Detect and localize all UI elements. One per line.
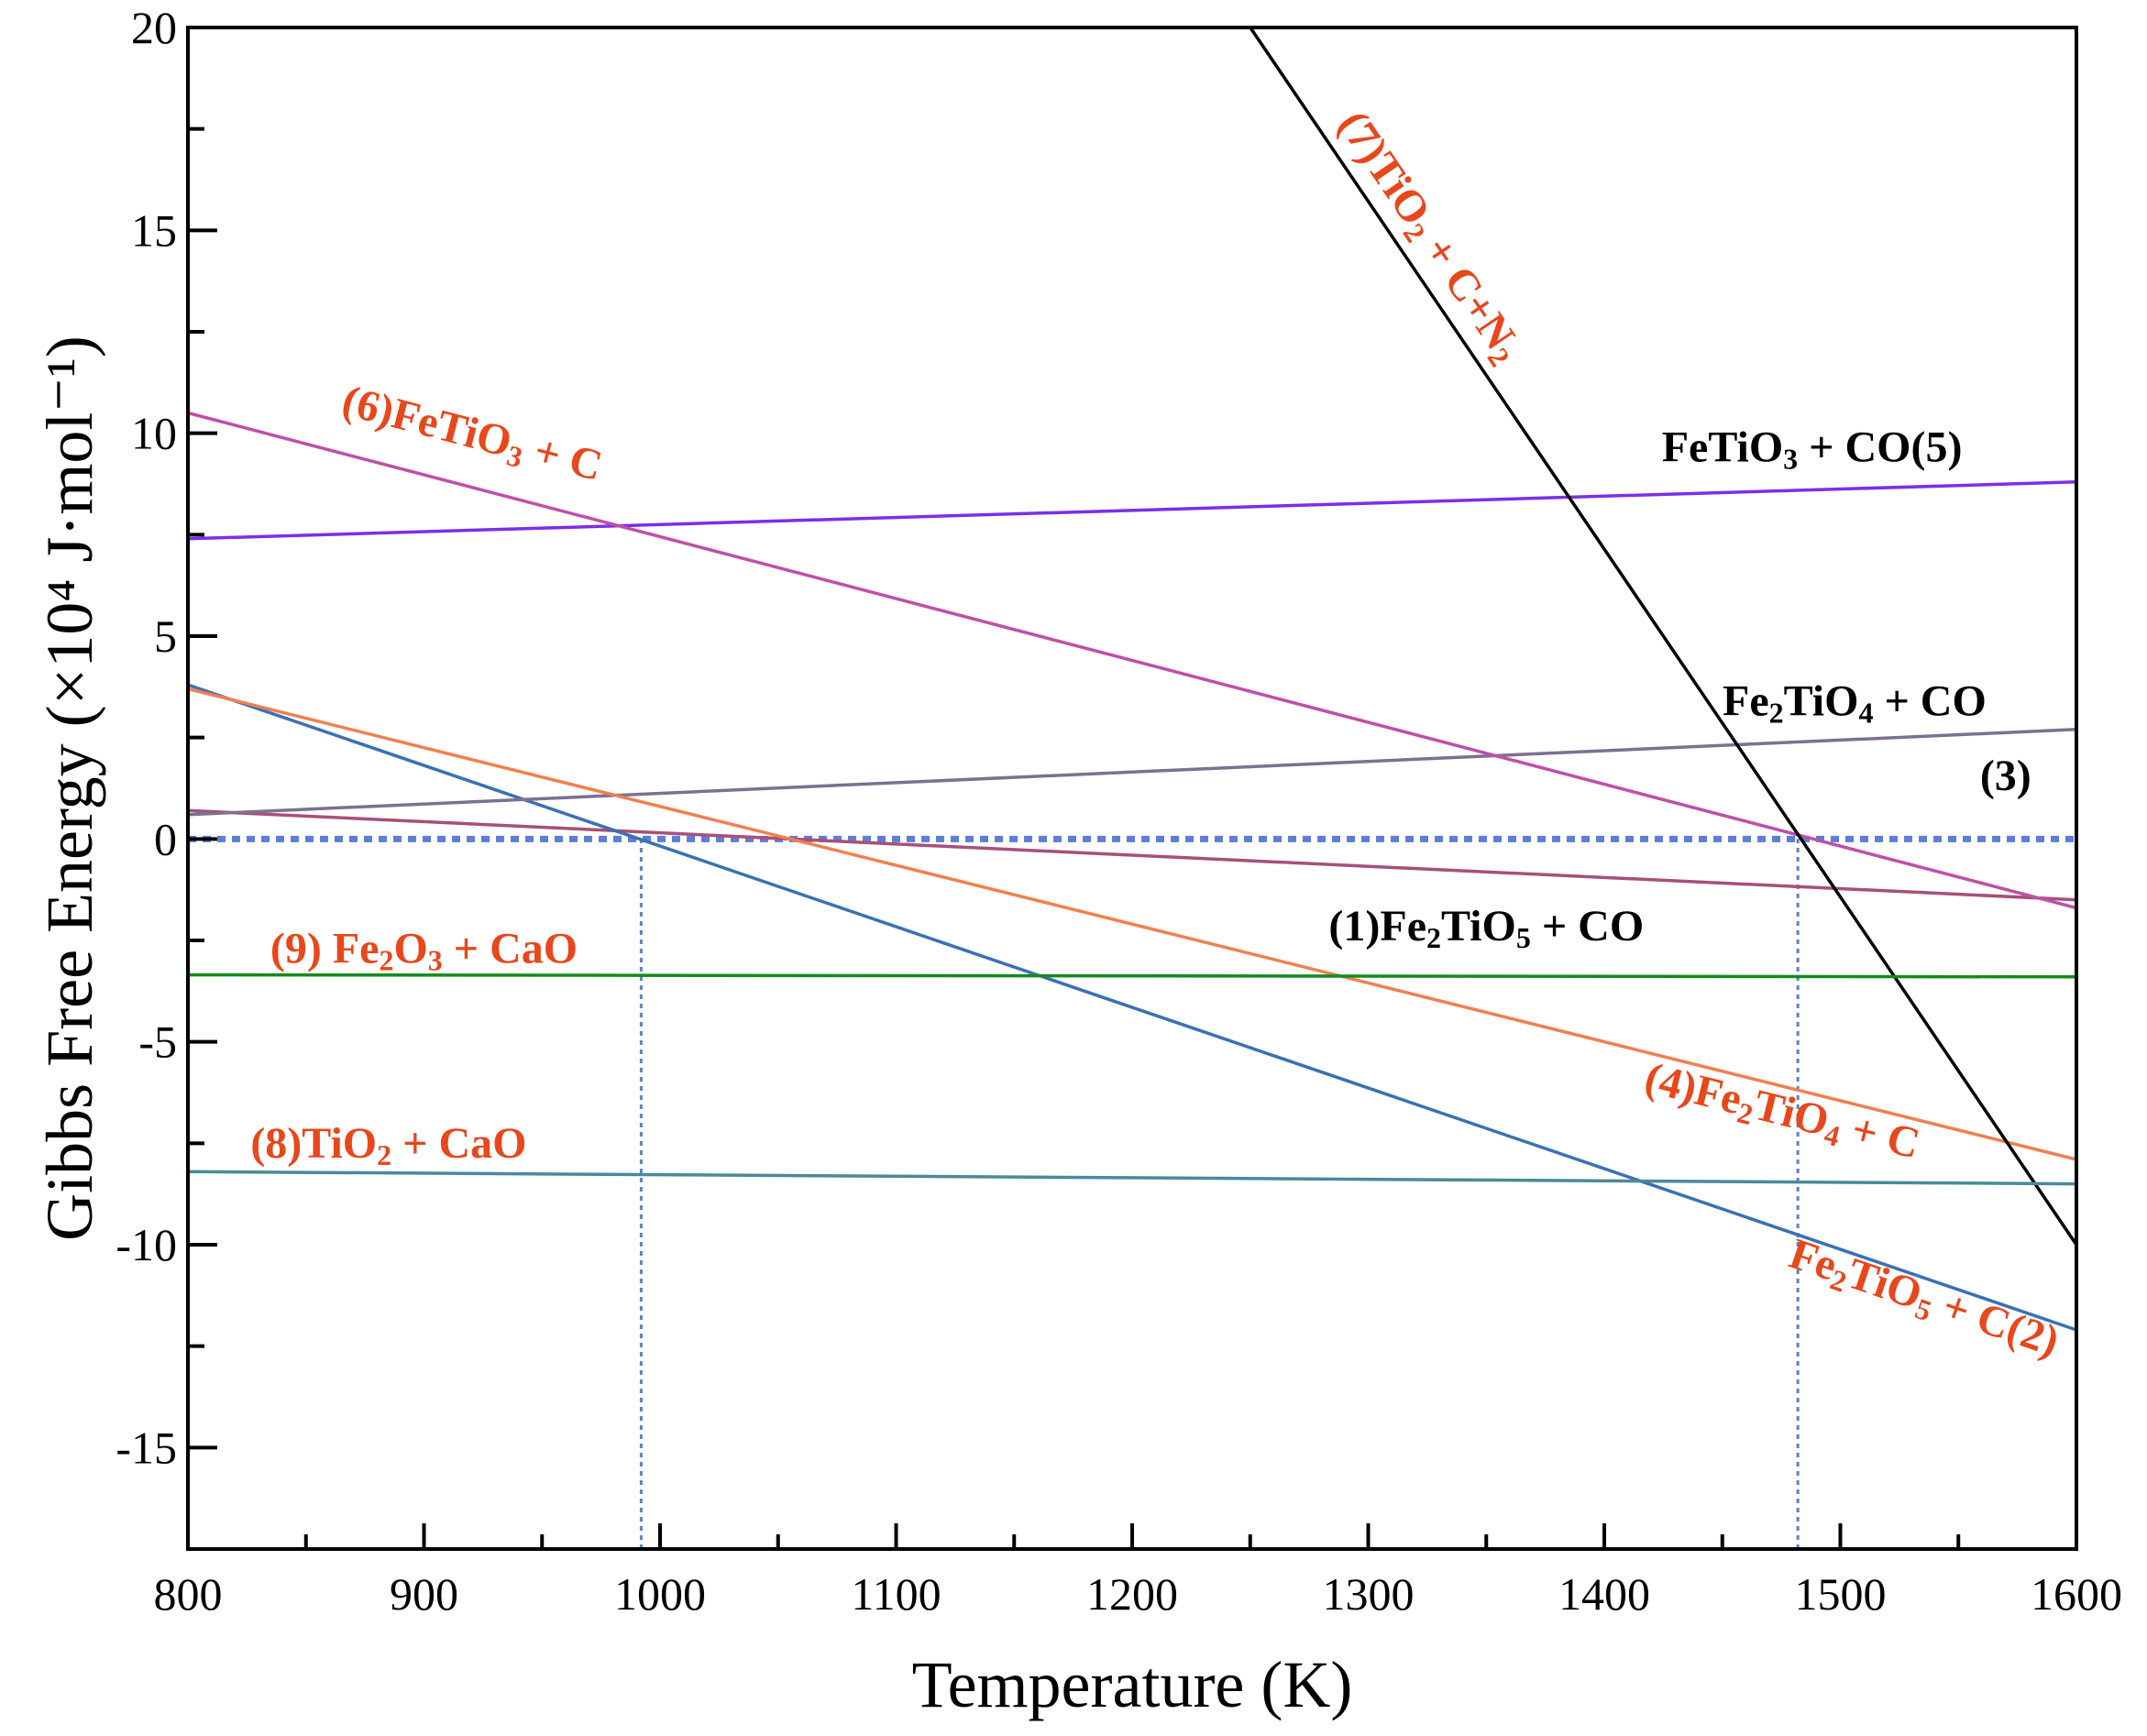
series-line-s9: [187, 972, 2077, 979]
series-label-s3: Fe2TiO4 + CO: [1723, 676, 1987, 729]
series-line-s6: [187, 411, 2077, 910]
x-tick-label: 800: [154, 1568, 223, 1620]
series-label-s8: (8)TiO2 + CaO: [250, 1119, 526, 1171]
series-line-s7: [1249, 27, 2078, 1246]
y-tick-label: 15: [131, 204, 177, 256]
series-line-s4: [187, 687, 2077, 1161]
x-tick-label: 1400: [1558, 1568, 1650, 1620]
y-tick-label: 5: [154, 610, 177, 662]
series-label-s4: (4)Fe2TiO4 + C: [1639, 1053, 1924, 1172]
y-tick-label: -15: [116, 1422, 177, 1473]
x-tick-label: 1000: [614, 1568, 706, 1620]
series-line-s1: [187, 808, 2077, 902]
y-tick-label: 20: [131, 2, 177, 53]
x-tick-label: 900: [390, 1568, 458, 1620]
reference-lines: [188, 835, 2076, 1549]
series-label-s5: FeTiO3 + CO(5): [1662, 423, 1963, 476]
y-tick-label: -10: [116, 1219, 177, 1270]
series-label-s1: (1)Fe2TiO5 + CO: [1328, 902, 1644, 954]
axis-ticks: 800 900 1000 1100 1200 1300 1400 1500 1600 20 15 10…: [116, 2, 2122, 1620]
series-label-s6: (6)FeTiO3 + C: [336, 376, 607, 494]
series-line-s3: [187, 728, 2077, 817]
series-line-s2: [187, 683, 2077, 1332]
x-axis-title: Temperature (K): [912, 1648, 1353, 1721]
series-labels: (7)TiO2 + C+N2 FeTiO3 + CO(5) (6)FeTiO3 + …: [250, 102, 2065, 1369]
series-label-s2: Fe2TiO5 + C(2): [1782, 1229, 2065, 1369]
y-tick-label: 0: [154, 813, 177, 864]
y-tick-label: 10: [131, 408, 177, 459]
x-tick-label: 1100: [851, 1568, 941, 1620]
series-label-s9: (9) Fe2O3 + CaO: [270, 924, 578, 976]
series-label-s3: (3): [1980, 752, 2031, 800]
series-line-s5: [187, 480, 2077, 541]
x-tick-label: 1600: [2031, 1568, 2122, 1620]
x-tick-label: 1500: [1795, 1568, 1887, 1620]
x-tick-label: 1300: [1323, 1568, 1415, 1620]
series-label-s7: (7)TiO2 + C+N2: [1326, 102, 1533, 372]
series-line-s8: [187, 1170, 2077, 1186]
x-tick-label: 1200: [1086, 1568, 1178, 1620]
series-lines: [187, 27, 2078, 1332]
plot-frame: [186, 26, 2078, 1551]
y-tick-label: -5: [138, 1016, 177, 1068]
y-axis-title: Gibbs Free Energy (×10⁴ J·mol⁻¹): [33, 335, 106, 1241]
